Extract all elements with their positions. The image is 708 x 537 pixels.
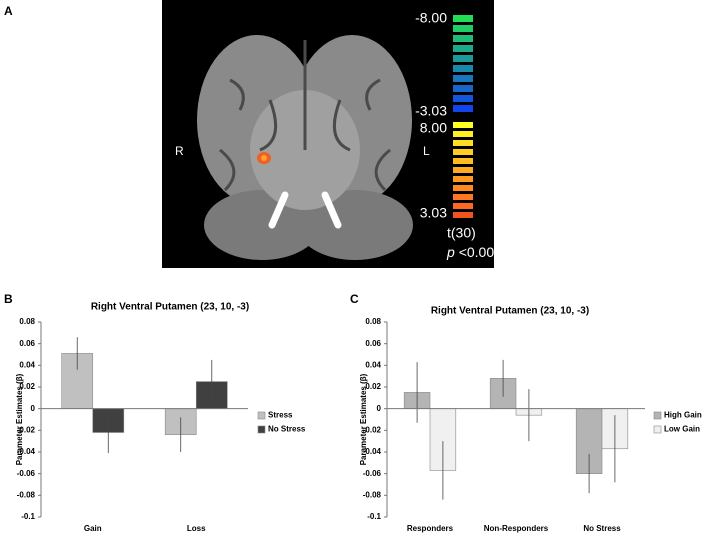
colorbar-cell [453,35,473,42]
colorbar-cell [453,203,473,209]
colorbar-cell [453,149,473,155]
y-tick-label: -0.04 [17,447,36,456]
panel-label: B [4,292,13,306]
colorbar-cell [453,185,473,191]
colorbar-cell [453,65,473,72]
y-tick-label: -0.1 [367,512,381,521]
stat-label: t(30) [447,225,476,241]
chart-title: Right Ventral Putamen (23, 10, -3) [91,302,249,313]
colorbar-cell [453,140,473,146]
legend-label: High Gain [664,411,702,420]
colorbar-cell [453,212,473,218]
legend-swatch [653,411,662,420]
legend-swatch [257,411,266,420]
colorbar-cell [453,176,473,182]
colorbar-cell [453,55,473,62]
colorbar-cell [453,75,473,82]
colorbar-cell [453,122,473,128]
y-tick-label: 0.02 [365,382,381,391]
colorbar-label: -8.00 [415,10,447,26]
colorbar-cell [453,105,473,112]
p-threshold: <0.005 [459,244,502,260]
colorbar-cell [453,131,473,137]
p-value: p <0.005 [446,244,502,260]
y-tick-label: -0.02 [17,425,36,434]
y-axis-label: Parameter Estimates (β) [15,373,24,465]
x-tick-label: No Stress [583,524,621,533]
y-tick-label: -0.08 [363,490,382,499]
x-tick-label: Responders [407,524,454,533]
chart-title: Right Ventral Putamen (23, 10, -3) [431,306,589,317]
y-tick-label: -0.04 [363,447,382,456]
y-tick-label: -0.1 [21,512,35,521]
x-tick-label: Gain [84,524,102,533]
y-tick-label: -0.08 [17,490,36,499]
colorbar [453,15,473,218]
legend-label: Stress [268,411,293,420]
y-tick-label: 0.04 [365,360,381,369]
x-tick-label: Non-Responders [484,524,549,533]
colorbar-cell [453,95,473,102]
colorbar-cell [453,15,473,22]
colorbar-cell [453,167,473,173]
legend-label: Low Gain [664,425,700,434]
colorbar-label: 3.03 [420,205,447,221]
colorbar-cell [453,85,473,92]
colorbar-label: -3.03 [415,103,447,119]
panel-label: A [4,4,13,18]
legend-label: No Stress [268,425,306,434]
y-tick-label: -0.06 [363,469,382,478]
y-tick-label: 0 [377,404,382,413]
y-tick-label: 0.06 [19,339,35,348]
colorbar-cell [453,194,473,200]
x-tick-label: Loss [187,524,206,533]
p-symbol: p [446,244,455,260]
y-tick-label: -0.06 [17,469,36,478]
colorbar-cell [453,45,473,52]
brain-image [197,35,413,260]
y-axis-label: Parameter Estimates (β) [359,373,368,465]
legend-swatch [257,425,266,434]
y-tick-label: 0.06 [365,339,381,348]
y-tick-label: 0.08 [19,317,35,326]
colorbar-cell [453,158,473,164]
y-tick-label: 0.02 [19,382,35,391]
y-tick-label: -0.02 [363,425,382,434]
panel-label: C [350,292,359,306]
hemisphere-label: L [423,144,430,158]
legend-swatch [653,425,662,434]
y-tick-label: 0.04 [19,360,35,369]
colorbar-label: 8.00 [420,120,447,136]
colorbar-cell [453,25,473,32]
y-tick-label: 0 [31,404,36,413]
y-tick-label: 0.08 [365,317,381,326]
hemisphere-label: R [175,144,184,158]
